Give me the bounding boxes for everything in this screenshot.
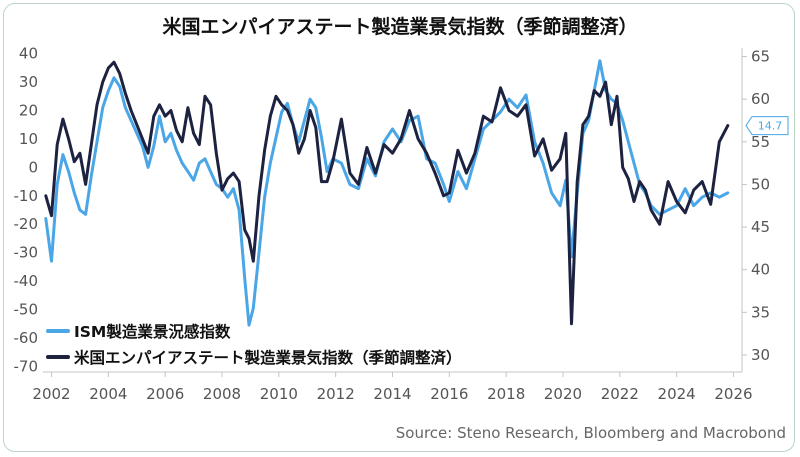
- left-tick-label: 30: [19, 73, 38, 91]
- right-tick-label: 30: [751, 346, 770, 364]
- last-value-box: [745, 116, 789, 136]
- x-tick-label: 2022: [601, 385, 639, 403]
- x-tick-label: 2018: [487, 385, 525, 403]
- left-axis-ticks: 40 30 20 10 0 -10 -20 -30 -40 -50 -60 -70: [14, 45, 39, 376]
- x-tick-label: 2006: [146, 385, 184, 403]
- legend: ISM製造業景況感指数 米国エンパイアステート製造業景気指数（季節調整済）: [46, 322, 462, 367]
- series-line-ism: [44, 59, 730, 327]
- x-tick-label: 2026: [714, 385, 752, 403]
- x-tick-label: 2012: [317, 385, 355, 403]
- x-tick-label: 2002: [32, 385, 70, 403]
- left-tick-label: -30: [14, 244, 39, 262]
- series-layer: [44, 59, 730, 327]
- right-axis-ticks: 65 60 55 50 45 40 35 30: [742, 48, 770, 364]
- legend-label-empire: 米国エンパイアステート製造業景気指数（季節調整済）: [74, 348, 462, 367]
- left-tick-label: -50: [14, 300, 39, 318]
- left-tick-label: -10: [14, 187, 39, 205]
- x-tick-label: 2004: [89, 385, 127, 403]
- left-tick-label: -60: [14, 329, 39, 347]
- right-tick-label: 65: [751, 48, 770, 66]
- source-note: Source: Steno Research, Bloomberg and Ma…: [396, 424, 786, 442]
- x-axis-ticks: 2002 2004 2006 2008 2010 2012 2014 2016 2018 2020…: [32, 372, 753, 403]
- x-tick-label: 2016: [430, 385, 468, 403]
- right-tick-label: 40: [751, 261, 770, 279]
- series-line-empire: [44, 60, 730, 326]
- right-tick-label: 60: [751, 90, 770, 108]
- left-tick-label: 20: [19, 102, 38, 120]
- x-tick-label: 2020: [544, 385, 582, 403]
- left-tick-label: 10: [19, 130, 38, 148]
- x-tick-label: 2024: [658, 385, 696, 403]
- last-value-label: 14.7: [758, 120, 783, 133]
- right-tick-label: 45: [751, 218, 770, 236]
- left-tick-label: -70: [14, 357, 39, 375]
- x-tick-label: 2014: [373, 385, 411, 403]
- chart-frame: [3, 3, 795, 452]
- left-tick-label: 0: [28, 158, 38, 176]
- right-tick-label: 50: [751, 175, 770, 193]
- left-tick-label: -40: [14, 272, 39, 290]
- legend-label-ism: ISM製造業景況感指数: [74, 322, 231, 341]
- left-tick-label: 40: [19, 45, 38, 63]
- last-value-marker: 14.7: [745, 116, 789, 136]
- chart-title: 米国エンパイアステート製造業景気指数（季節調整済）: [162, 16, 638, 38]
- right-tick-label: 55: [751, 133, 770, 151]
- x-tick-label: 2008: [203, 385, 241, 403]
- left-tick-label: -20: [14, 215, 39, 233]
- right-tick-label: 35: [751, 303, 770, 321]
- x-tick-label: 2010: [260, 385, 298, 403]
